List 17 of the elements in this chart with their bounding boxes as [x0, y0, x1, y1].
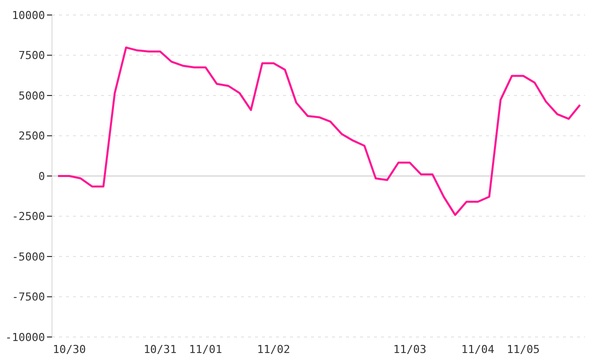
y-tick-label: -5000	[12, 250, 45, 264]
x-tick-label: 11/02	[257, 342, 290, 356]
y-tick-label: 7500	[18, 49, 45, 62]
y-tick-label: -2500	[12, 210, 45, 224]
y-tick-label: -10000	[5, 330, 45, 344]
y-tick-label: 0	[38, 170, 45, 183]
x-tick-label: 11/03	[393, 342, 426, 356]
x-tick-label: 10/31	[144, 342, 177, 356]
y-tick-label: -7500	[12, 290, 45, 304]
x-tick-label: 11/01	[188, 342, 222, 356]
y-tick-label: 2500	[18, 130, 45, 143]
y-tick-label: 5000	[18, 89, 45, 102]
y-tick-label: 10000	[12, 8, 45, 22]
x-tick-label: 11/05	[506, 342, 540, 356]
x-tick-label: 10/30	[52, 342, 86, 356]
x-tick-label: 11/04	[461, 342, 495, 356]
line-series	[57, 46, 581, 216]
